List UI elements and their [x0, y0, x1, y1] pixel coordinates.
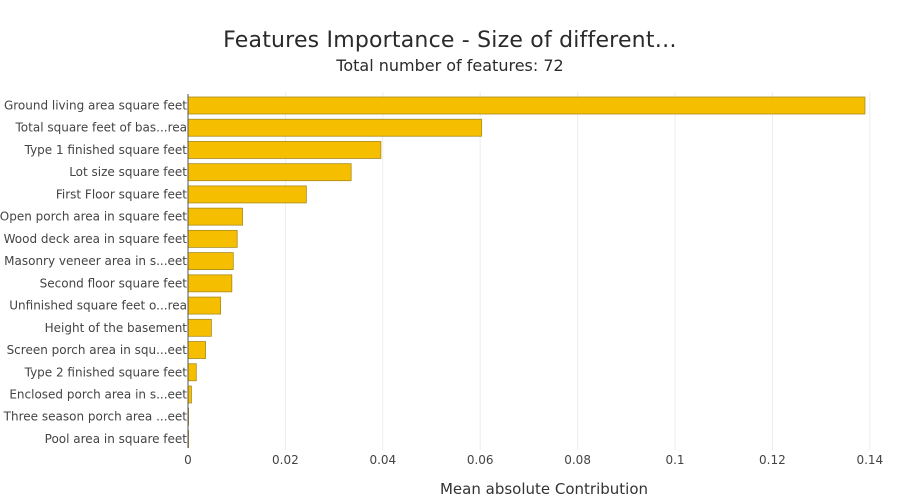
y-tick-labels: Ground living area square feet Total squa… [0, 99, 187, 446]
bar[interactable] [187, 274, 233, 293]
y-tick-label: Total square feet of bas...rea [15, 121, 188, 135]
x-tick-label: 0.02 [272, 453, 299, 467]
y-tick-label: Unfinished square feet o...rea [9, 299, 187, 313]
y-tick-label: Open porch area in square feet [0, 210, 187, 224]
x-tick-label: 0.08 [564, 453, 591, 467]
x-tick-label: 0.12 [759, 453, 786, 467]
y-tick-label: Wood deck area in square feet [4, 232, 188, 246]
bar[interactable] [187, 118, 483, 137]
x-tick-label: 0.1 [665, 453, 684, 467]
bar[interactable] [187, 385, 192, 404]
chart-title: Features Importance - Size of different… [223, 28, 677, 53]
y-tick-label: Type 1 finished square feet [24, 143, 188, 157]
x-tick-label: 0.04 [369, 453, 396, 467]
bar[interactable] [187, 207, 243, 226]
y-tick-label: Type 2 finished square feet [24, 365, 188, 379]
bar[interactable] [187, 96, 866, 115]
x-tick-labels: 0 0.02 0.04 0.06 0.08 0.1 0.12 0.14 [184, 453, 883, 467]
y-tick-label: Lot size square feet [69, 165, 187, 179]
bar-layer [187, 96, 866, 448]
y-tick-label: Three season porch area ...eet [3, 410, 188, 424]
bar[interactable] [187, 229, 238, 248]
x-tick-label: 0.06 [467, 453, 494, 467]
y-tick-label: Screen porch area in squ...eet [7, 343, 188, 357]
bar[interactable] [187, 163, 352, 182]
y-tick-label: Second floor square feet [40, 276, 188, 290]
bar[interactable] [187, 318, 212, 337]
chart-subtitle: Total number of features: 72 [336, 56, 564, 75]
x-tick-label: 0.14 [856, 453, 883, 467]
bar[interactable] [187, 141, 382, 159]
bar[interactable] [187, 341, 206, 359]
y-tick-label: Enclosed porch area in s...eet [9, 387, 187, 401]
x-axis-title: Mean absolute Contribution [439, 480, 649, 498]
y-tick-label: Masonry veneer area in s...eet [4, 254, 187, 268]
bar[interactable] [187, 185, 307, 204]
bar[interactable] [187, 296, 222, 315]
y-tick-label: Pool area in square feet [45, 432, 188, 446]
bar[interactable] [187, 363, 197, 382]
grid-layer [284, 92, 871, 450]
y-tick-label: Height of the basement [45, 321, 188, 335]
y-tick-label: First Floor square feet [56, 187, 187, 201]
y-tick-label: Ground living area square feet [4, 99, 187, 113]
bar[interactable] [187, 252, 234, 271]
x-tick-label: 0 [184, 453, 192, 467]
